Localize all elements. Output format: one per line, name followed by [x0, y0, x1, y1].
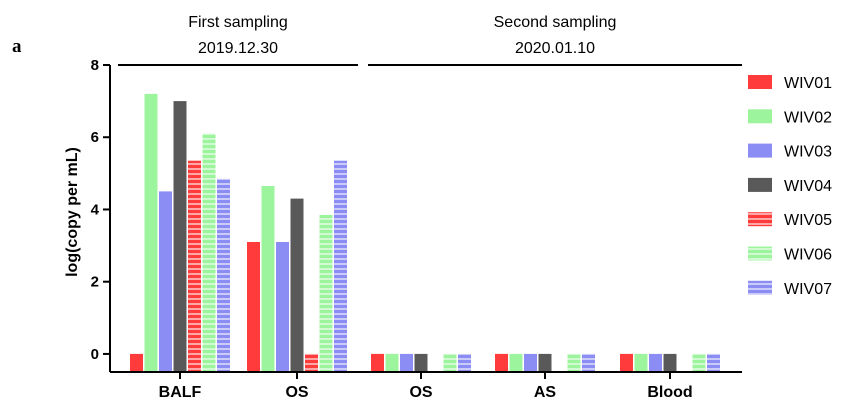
x-tick-label-0: BALF: [159, 384, 202, 401]
legend-label-wiv04: WIV04: [784, 178, 832, 195]
bar-wiv04-blood-4: [663, 353, 677, 372]
y-tick-label-8: 8: [91, 57, 99, 74]
x-tick-label-2: OS: [409, 384, 432, 401]
bar-wiv02-blood-4: [634, 353, 648, 372]
bar-wiv01-blood-4: [620, 353, 633, 372]
y-tick-label-0: 0: [91, 346, 99, 363]
legend-swatch-wiv05: [748, 212, 772, 227]
legend-label-wiv07: WIV07: [784, 281, 832, 298]
y-tick-label-2: 2: [91, 274, 99, 291]
legend-label-wiv01: WIV01: [784, 75, 832, 92]
bar-wiv05-os-1: [305, 353, 318, 372]
bar-wiv01-os-1: [247, 242, 260, 372]
bar-wiv02-as-3: [509, 353, 523, 372]
group-date-second: 2020.01.10: [515, 40, 595, 57]
bar-wiv03-os-1: [276, 242, 289, 372]
bar-wiv03-os-2: [400, 353, 413, 372]
group-date-first: 2019.12.30: [198, 40, 278, 57]
bar-wiv06-as-3: [567, 353, 581, 372]
legend: WIV01 WIV02 WIV03 WIV04 WIV05 WIV06 WIV07: [748, 75, 832, 298]
bar-wiv07-os-1: [334, 160, 347, 372]
bar-wiv03-balf-0: [159, 191, 172, 372]
bar-wiv04-os-1: [290, 198, 304, 372]
group-title-first: First sampling: [188, 14, 288, 31]
group-title-second: Second sampling: [494, 14, 617, 31]
bar-wiv02-os-1: [261, 186, 275, 372]
y-tick-label-6: 6: [91, 129, 99, 146]
bar-wiv03-as-3: [524, 353, 537, 372]
legend-label-wiv05: WIV05: [784, 212, 832, 229]
bar-wiv03-blood-4: [649, 353, 662, 372]
x-tick-label-4: Blood: [647, 384, 692, 401]
group-headers: First sampling 2019.12.30 Second samplin…: [118, 14, 742, 66]
x-tick-label-1: OS: [285, 384, 308, 401]
legend-swatch-wiv02: [748, 109, 772, 124]
bar-wiv04-balf-0: [173, 101, 187, 372]
bars: [130, 93, 720, 373]
x-axis: BALF OS OS AS Blood: [110, 371, 742, 401]
bar-wiv07-blood-4: [707, 353, 720, 372]
bar-wiv01-balf-0: [130, 353, 143, 372]
bar-wiv02-balf-0: [144, 93, 158, 373]
bar-wiv02-os-2: [385, 353, 399, 372]
bar-wiv05-balf-0: [188, 160, 201, 372]
legend-swatch-wiv01: [748, 75, 772, 89]
legend-swatch-wiv06: [748, 246, 772, 261]
legend-swatch-wiv07: [748, 280, 772, 295]
bar-wiv07-as-3: [582, 353, 595, 372]
legend-label-wiv06: WIV06: [784, 247, 832, 264]
bar-wiv06-os-1: [319, 214, 333, 372]
legend-swatch-wiv04: [748, 177, 772, 192]
bar-wiv06-blood-4: [692, 353, 706, 372]
bar-wiv06-balf-0: [202, 133, 216, 372]
legend-label-wiv02: WIV02: [784, 109, 832, 126]
bar-wiv07-balf-0: [217, 178, 230, 372]
x-tick-label-3: AS: [534, 384, 557, 401]
bar-wiv01-as-3: [495, 353, 508, 372]
bar-wiv04-os-2: [414, 353, 428, 372]
bar-wiv04-as-3: [538, 353, 552, 372]
legend-label-wiv03: WIV03: [784, 144, 832, 161]
bar-wiv01-os-2: [371, 353, 384, 372]
y-axis: 0 2 4 6 8: [91, 57, 111, 372]
y-axis-label: log(copy per mL): [64, 147, 81, 277]
bar-wiv06-os-2: [443, 353, 457, 372]
y-tick-label-4: 4: [91, 201, 100, 218]
legend-swatch-wiv03: [748, 143, 772, 158]
bar-wiv07-os-2: [458, 353, 471, 372]
panel-label: a: [12, 36, 22, 57]
